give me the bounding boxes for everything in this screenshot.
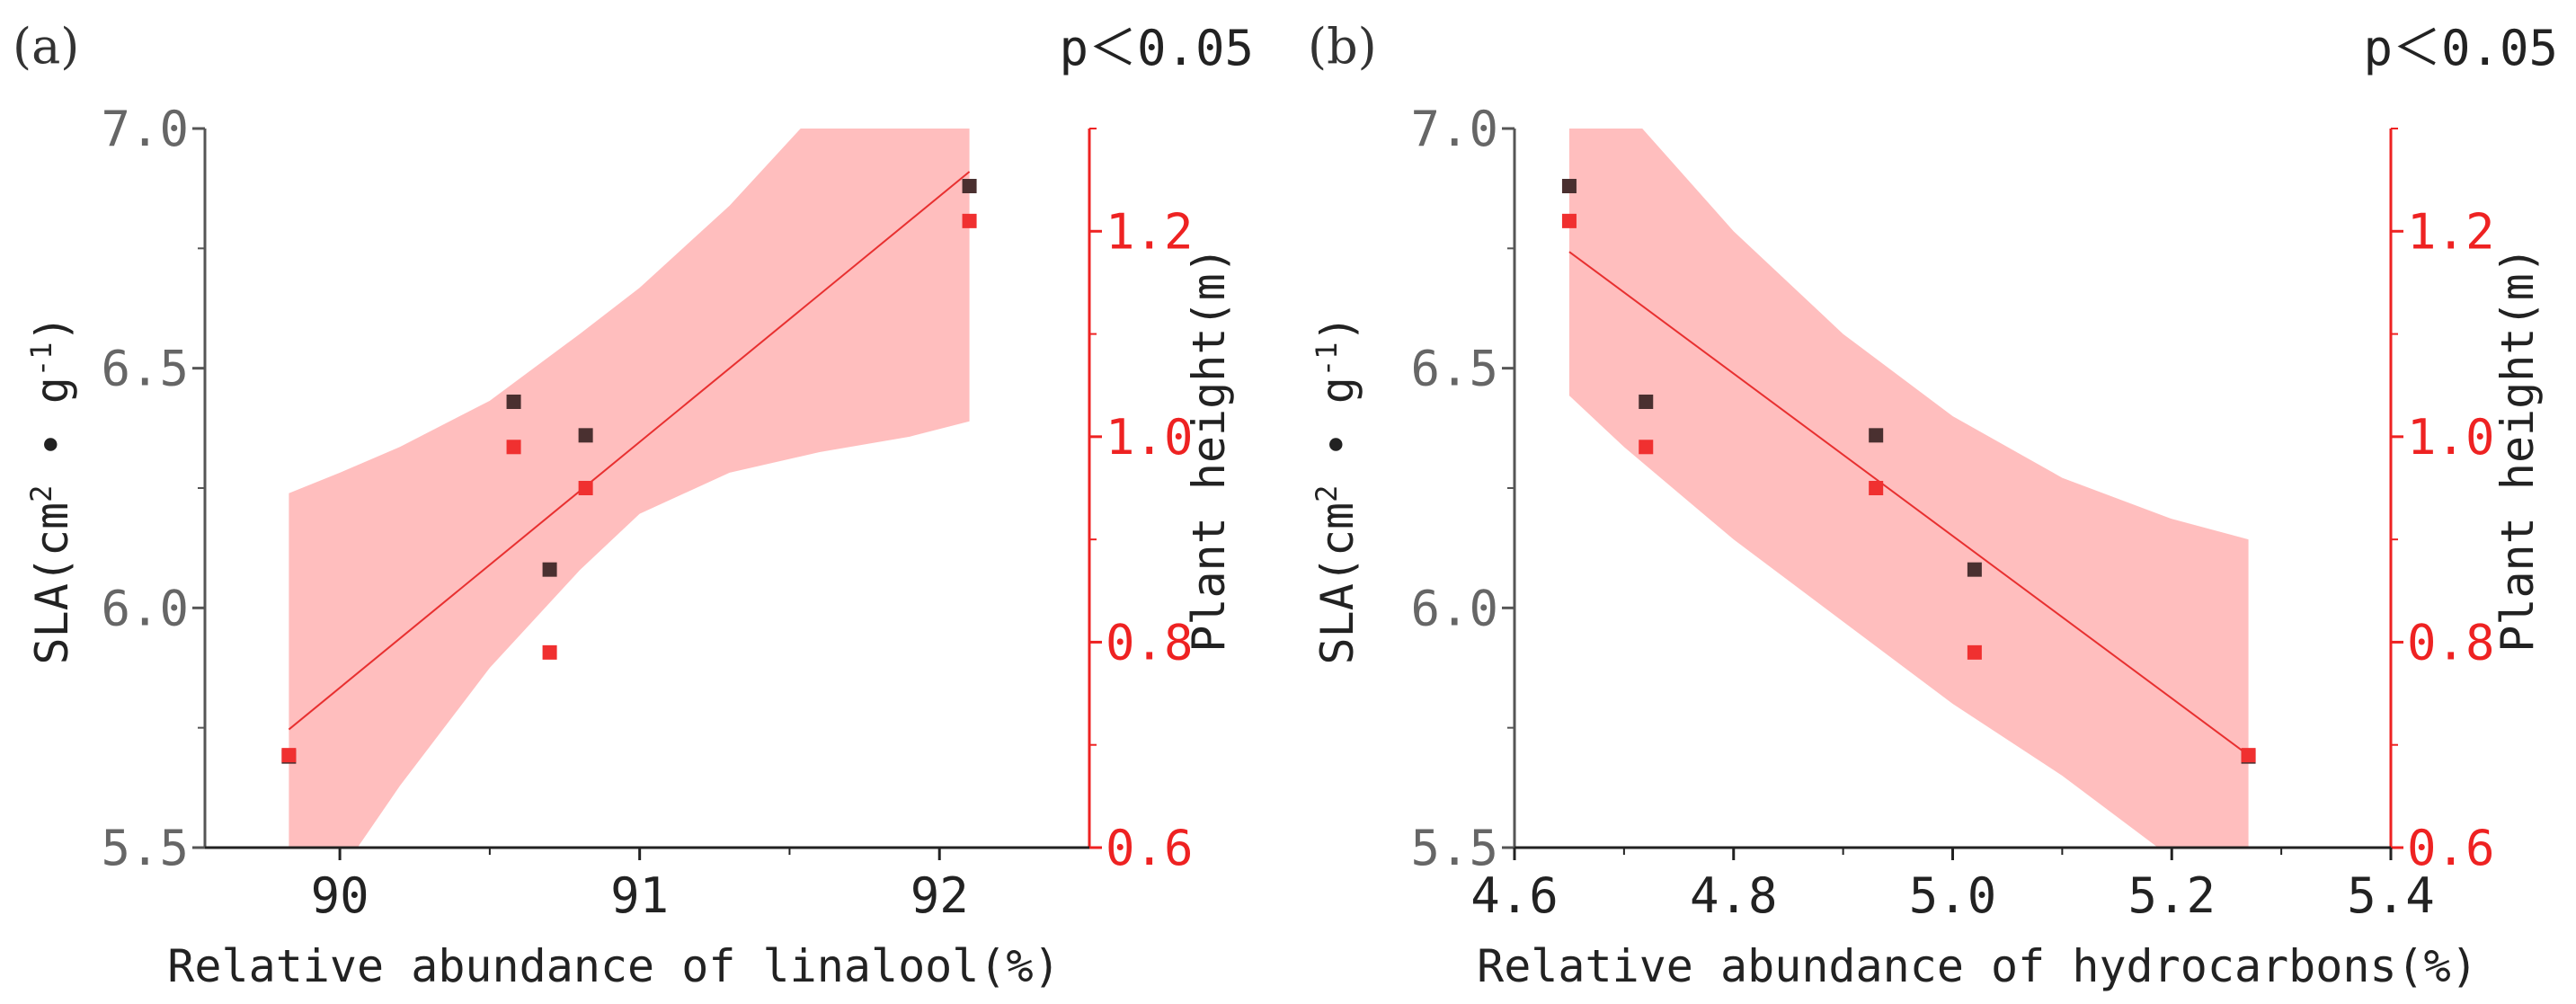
panel-a-sla-point	[578, 428, 593, 443]
panel-b-sla-point	[1967, 562, 1982, 577]
panel-b-x-tick-label: 4.8	[1690, 867, 1778, 924]
panel-b-left-tick-label: 6.0	[1410, 580, 1498, 636]
panel-a-left-title-main: SLA(cm	[26, 502, 78, 665]
panel-a-right-tick-label: 1.0	[1106, 409, 1194, 466]
panel-b-confidence-band	[1568, 129, 2249, 848]
panel-a-significance: p＜0.05	[1059, 20, 1254, 76]
panel-a-left-tick-label: 7.0	[101, 101, 189, 157]
panel-b-left-title-sup2: -1	[1310, 342, 1344, 378]
panel-a-left-title-mid: • g	[26, 377, 78, 484]
panel-b-label: (b)	[1308, 18, 1377, 75]
panel-b-sla-point	[1869, 428, 1884, 443]
panel-b-left-title-mid: • g	[1311, 377, 1364, 484]
panel-b-x-tick-label: 5.0	[1909, 867, 1997, 924]
panel-a-left-axis-title: SLA(cm2 • g-1)	[24, 315, 78, 665]
panel-a-x-tick-label: 92	[910, 867, 969, 924]
panel-a-x-tick-label: 91	[610, 867, 669, 924]
panel-b-left-tick-label: 6.5	[1410, 341, 1498, 397]
panel-a-left-tick-label: 6.0	[101, 580, 189, 636]
panel-a-sla-point	[542, 562, 557, 577]
panel-a-x-tick-label: 90	[311, 867, 369, 924]
panel-a-confidence-band	[289, 129, 970, 848]
panel-b-right-tick-label: 0.6	[2407, 820, 2495, 876]
panel-b-left-tick-label: 7.0	[1410, 101, 1498, 157]
panel-a-plant-height-point	[542, 644, 557, 660]
panel-a-left-tick-label: 5.5	[101, 820, 189, 876]
panel-a-plant-height-point	[962, 213, 977, 228]
panel-a-plant-height-point	[578, 481, 593, 495]
panel-b-right-axis-title: Plant height(m)	[2492, 246, 2544, 653]
panel-a-plot: 5.5 6.0 6.5 7.0 0.6 0.8 1.0 1.2 90 91 92	[101, 101, 1194, 924]
panel-a-plant-height-point	[281, 748, 297, 763]
panel-a-sla-point	[506, 395, 521, 409]
panel-b-fit-line	[1568, 251, 2250, 756]
panel-a-label: (a)	[13, 18, 79, 75]
panel-b-plant-height-point	[1869, 481, 1884, 495]
panel-a-x-axis-title: Relative abundance of linalool(%)	[167, 940, 1060, 992]
panel-a-plant-height-point	[506, 440, 521, 455]
panel-a-fit-line	[288, 171, 971, 731]
panel-b: (b) p＜0.05 Relative abundance of hydroca…	[1308, 18, 2558, 992]
panel-b-plant-height-point	[1561, 213, 1577, 228]
panel-a-right-tick-label: 0.8	[1106, 614, 1194, 671]
panel-b-sla-point	[1561, 179, 1577, 193]
panel-b-right-tick-label: 1.0	[2407, 409, 2495, 466]
panel-b-plant-height-point	[2241, 748, 2256, 763]
panel-b-significance: p＜0.05	[2363, 20, 2558, 76]
panel-a-left-title-sup1: 2	[24, 485, 58, 502]
panel-b-right-tick-label: 1.2	[2407, 203, 2495, 260]
panel-b-right-tick-label: 0.8	[2407, 614, 2495, 671]
panel-a-right-tick-label: 0.6	[1106, 820, 1194, 876]
panel-a-left-title-end: )	[26, 315, 78, 342]
panel-a-right-tick-label: 1.2	[1106, 203, 1194, 260]
panel-b-left-axis-title: SLA(cm2 • g-1)	[1310, 315, 1364, 665]
panel-a: (a) p＜0.05 Relative abundance of linaloo…	[13, 18, 1254, 992]
panel-a-left-title-sup2: -1	[24, 342, 58, 378]
panel-b-plant-height-point	[1967, 644, 1982, 660]
panel-b-x-tick-label: 5.4	[2347, 867, 2435, 924]
panel-b-left-title-main: SLA(cm	[1311, 502, 1364, 665]
panel-b-x-tick-label: 4.6	[1470, 867, 1559, 924]
panel-b-plot: 5.5 6.0 6.5 7.0 0.6 0.8 1.0 1.2 4.6 4.8 5.0 5.2 5.4	[1410, 101, 2494, 924]
panel-b-left-title-end: )	[1311, 315, 1364, 342]
panel-b-left-title-sup1: 2	[1310, 485, 1344, 502]
panel-b-x-tick-label: 5.2	[2127, 867, 2216, 924]
panel-b-left-tick-label: 5.5	[1410, 820, 1498, 876]
panel-b-x-axis-title: Relative abundance of hydrocarbons(%)	[1477, 940, 2478, 992]
panel-a-left-tick-label: 6.5	[101, 341, 189, 397]
panel-a-sla-point	[962, 179, 977, 193]
panel-a-right-axis-title: Plant height(m)	[1183, 246, 1235, 653]
panel-b-sla-point	[1639, 395, 1654, 409]
panel-b-plant-height-point	[1639, 440, 1654, 455]
